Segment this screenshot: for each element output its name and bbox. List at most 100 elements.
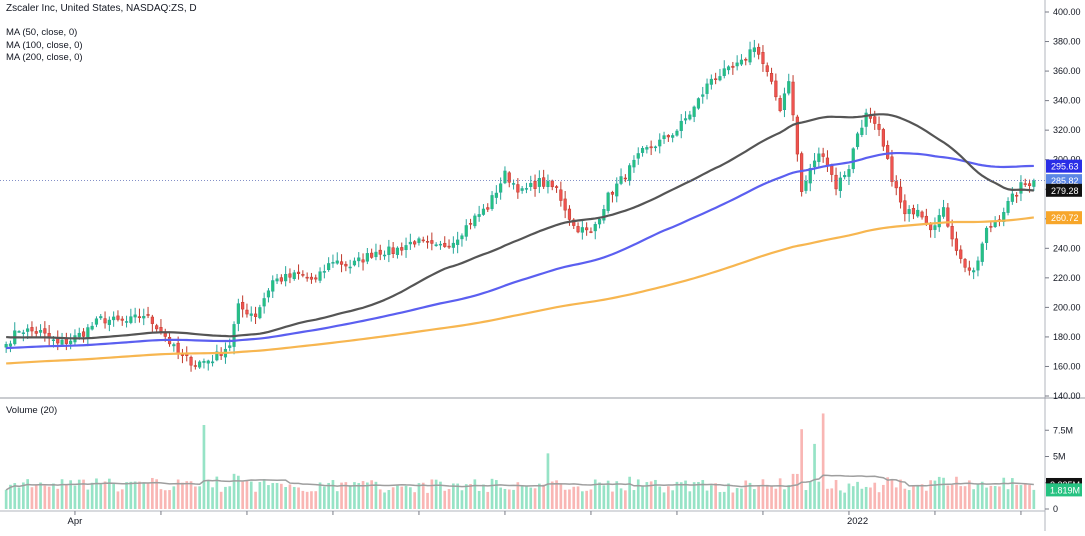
candle-body <box>800 153 804 192</box>
candle <box>1032 178 1036 191</box>
candle <box>404 237 408 258</box>
volume-bar <box>258 482 262 509</box>
candle <box>292 269 296 281</box>
candle <box>787 73 791 96</box>
candle <box>984 226 989 250</box>
candle <box>288 268 292 284</box>
volume-bar <box>168 490 171 509</box>
candle-body <box>825 157 830 166</box>
volume-bar <box>331 480 335 509</box>
candle-body <box>774 80 778 98</box>
candle <box>576 222 580 234</box>
candle <box>946 202 950 228</box>
volume-bar <box>624 490 627 509</box>
legend-ma100[interactable]: MA (100, close, 0) <box>6 40 83 51</box>
volume-bar <box>181 482 184 509</box>
candle-body <box>653 146 658 149</box>
candle <box>937 208 941 232</box>
volume-bar <box>9 484 12 509</box>
volume-bar <box>103 481 107 509</box>
volume-bar <box>163 490 167 509</box>
candle-body <box>765 65 769 72</box>
volume-bar <box>305 491 309 509</box>
candle-body <box>778 98 782 112</box>
candle-body <box>537 178 541 187</box>
candle <box>718 68 722 82</box>
volume-bar <box>929 480 932 509</box>
candle-body <box>4 344 8 348</box>
legend-volume[interactable]: Volume (20) <box>6 405 58 416</box>
candle-body <box>249 313 253 316</box>
candle-body <box>795 116 799 155</box>
candle-body <box>8 343 13 347</box>
volume-bar <box>873 482 877 509</box>
volume-bar <box>890 479 894 509</box>
candle <box>748 41 752 66</box>
legend-ma200[interactable]: MA (200, close, 0) <box>6 52 83 63</box>
volume-bar <box>740 488 743 509</box>
candle <box>640 146 645 157</box>
volume-bar <box>400 486 404 509</box>
volume-bar <box>576 486 580 509</box>
candle <box>894 175 898 196</box>
candle <box>193 360 197 370</box>
candle-body <box>903 200 907 215</box>
volume-bar <box>409 487 412 509</box>
volume-bar <box>529 487 533 509</box>
candle-body <box>898 186 903 203</box>
price-label-text: 260.72 <box>1051 213 1079 223</box>
volume-bar <box>796 473 799 509</box>
candle-body <box>1032 180 1036 187</box>
volume-bar <box>482 484 485 509</box>
candle-body <box>146 314 150 316</box>
candle <box>658 133 662 154</box>
volume-bar <box>550 481 554 509</box>
candle-body <box>989 226 993 228</box>
candle-body <box>791 81 795 116</box>
volume-bar <box>800 429 803 509</box>
volume-axis-ticks: 02.5M5M7.5M <box>1045 425 1073 514</box>
volume-bar <box>912 485 915 509</box>
candle-body <box>576 226 580 233</box>
candle <box>344 261 348 272</box>
volume-bar <box>146 483 150 509</box>
candle-body <box>580 227 584 233</box>
volume-bar <box>82 479 85 509</box>
candle-body <box>606 192 610 211</box>
volume-bar <box>834 480 838 509</box>
candle <box>189 355 193 372</box>
volume-bar <box>357 483 361 509</box>
candle <box>245 303 249 318</box>
candle-body <box>812 160 817 168</box>
volume-bar <box>920 484 924 509</box>
volume-bar <box>675 481 679 509</box>
volume-bar <box>658 486 662 509</box>
volume-bar <box>39 482 42 509</box>
volume-bar <box>383 492 386 509</box>
candle-body <box>26 328 30 332</box>
candle-body <box>335 260 339 264</box>
candle-body <box>959 249 963 259</box>
volume-bar <box>297 487 300 509</box>
candle <box>533 174 537 197</box>
volume-bar <box>804 490 808 509</box>
candle <box>365 247 369 265</box>
candle-body <box>301 274 305 276</box>
candle <box>249 306 253 322</box>
volume-bar <box>1011 478 1014 509</box>
candle-body <box>529 183 533 187</box>
candle-body <box>202 360 206 363</box>
candle <box>821 147 825 163</box>
candle <box>314 274 318 283</box>
legend-ma50[interactable]: MA (50, close, 0) <box>6 27 78 38</box>
candle-body <box>30 327 34 332</box>
volume-bar <box>452 483 455 509</box>
volume-bar <box>894 487 898 509</box>
candle <box>683 111 688 125</box>
candle-body <box>696 98 701 109</box>
candle <box>542 169 546 189</box>
candle-body <box>322 271 326 273</box>
candle-body <box>692 106 696 117</box>
